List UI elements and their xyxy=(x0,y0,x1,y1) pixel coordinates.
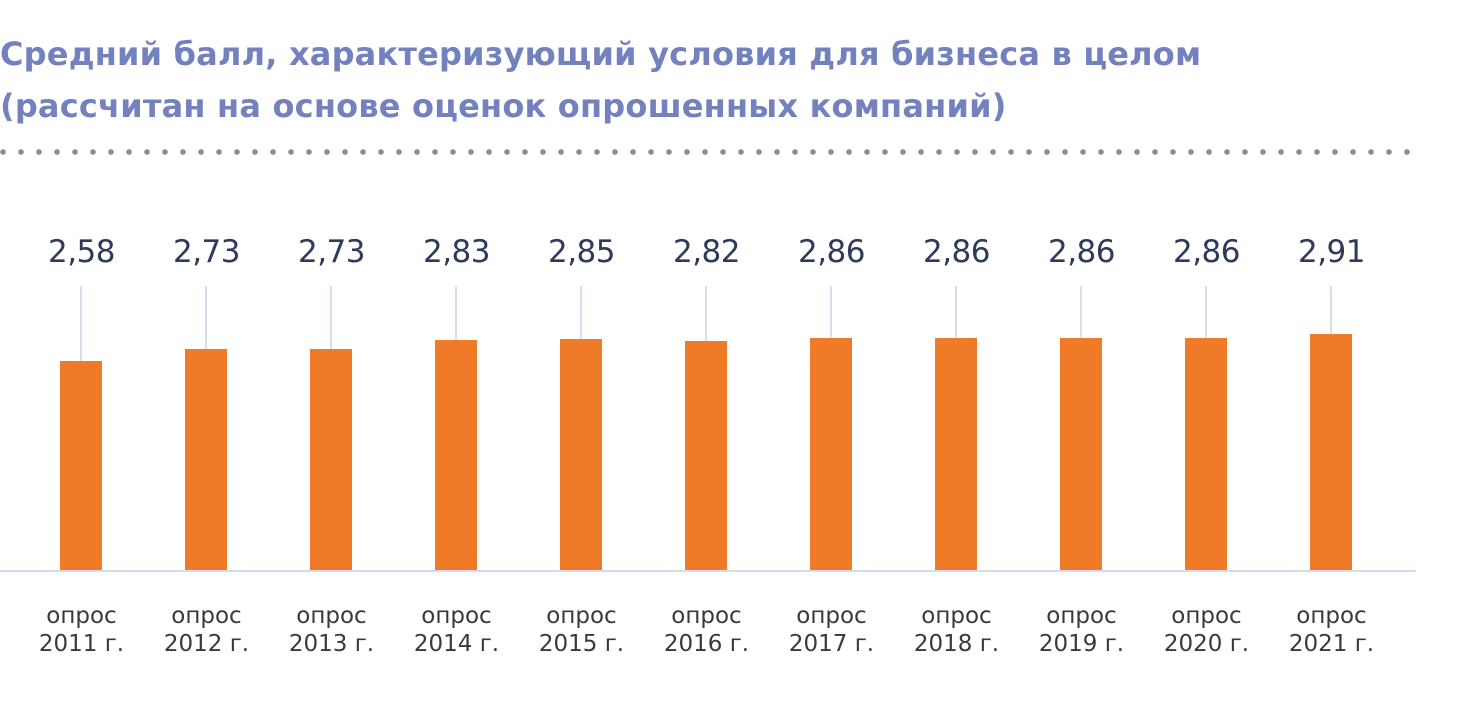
bar xyxy=(1185,338,1227,570)
x-axis-label-line1: опрос xyxy=(1046,603,1117,629)
leader-line xyxy=(455,286,457,340)
x-axis-label-line1: опрос xyxy=(921,603,992,629)
value-label: 2,83 xyxy=(422,234,491,270)
x-axis-label-line1: опрос xyxy=(421,603,492,629)
bar xyxy=(185,349,227,570)
x-axis-label-line2: 2013 г. xyxy=(288,631,375,657)
bar-group: 2,86 опрос 2017 г. xyxy=(769,0,894,722)
value-label: 2,73 xyxy=(297,234,366,270)
bar xyxy=(810,338,852,570)
value-label: 2,86 xyxy=(1172,234,1241,270)
x-axis-label: опрос 2011 г. xyxy=(19,602,144,658)
value-label: 2,86 xyxy=(922,234,991,270)
value-label: 2,86 xyxy=(797,234,866,270)
bar xyxy=(1060,338,1102,570)
x-axis-label-line2: 2014 г. xyxy=(413,631,500,657)
x-axis-label-line2: 2019 г. xyxy=(1038,631,1125,657)
bar xyxy=(1310,334,1352,570)
x-axis-label-line2: 2012 г. xyxy=(163,631,250,657)
x-axis-label: опрос 2018 г. xyxy=(894,602,1019,658)
leader-line xyxy=(1205,286,1207,338)
bar xyxy=(560,339,602,570)
bar xyxy=(435,340,477,570)
x-axis-label-line1: опрос xyxy=(1296,603,1367,629)
bar-group: 2,58 опрос 2011 г. xyxy=(19,0,144,722)
x-axis-label: опрос 2016 г. xyxy=(644,602,769,658)
bar-group: 2,83 опрос 2014 г. xyxy=(394,0,519,722)
leader-line xyxy=(1080,286,1082,338)
x-axis-label-line2: 2016 г. xyxy=(663,631,750,657)
dotted-divider xyxy=(0,149,1420,155)
leader-line xyxy=(580,286,582,339)
bar-group: 2,82 опрос 2016 г. xyxy=(644,0,769,722)
bar xyxy=(310,349,352,570)
x-axis-label: опрос 2020 г. xyxy=(1144,602,1269,658)
value-label: 2,82 xyxy=(672,234,741,270)
leader-line xyxy=(330,286,332,349)
bar-group: 2,86 опрос 2018 г. xyxy=(894,0,1019,722)
x-axis-label-line1: опрос xyxy=(796,603,867,629)
x-axis-label: опрос 2012 г. xyxy=(144,602,269,658)
x-axis-label: опрос 2021 г. xyxy=(1269,602,1394,658)
x-axis-label-line2: 2017 г. xyxy=(788,631,875,657)
bar xyxy=(60,361,102,570)
leader-line xyxy=(1330,286,1332,334)
chart-title-line1: Средний балл, характеризующий условия дл… xyxy=(0,35,1202,73)
value-label: 2,86 xyxy=(1047,234,1116,270)
x-axis-label-line2: 2018 г. xyxy=(913,631,1000,657)
value-label: 2,91 xyxy=(1297,234,1366,270)
leader-line xyxy=(705,286,707,341)
bar xyxy=(685,341,727,570)
x-axis-label-line1: опрос xyxy=(1171,603,1242,629)
x-axis-label-line1: опрос xyxy=(46,603,117,629)
value-label: 2,85 xyxy=(547,234,616,270)
bar-group: 2,73 опрос 2012 г. xyxy=(144,0,269,722)
leader-line xyxy=(80,286,82,361)
bar-group: 2,86 опрос 2019 г. xyxy=(1019,0,1144,722)
value-label: 2,73 xyxy=(172,234,241,270)
chart-title: Средний балл, характеризующий условия дл… xyxy=(0,28,1201,132)
x-axis-label-line1: опрос xyxy=(171,603,242,629)
leader-line xyxy=(830,286,832,338)
leader-line xyxy=(955,286,957,338)
bar-group: 2,91 опрос 2021 г. xyxy=(1269,0,1394,722)
x-axis-label-line1: опрос xyxy=(671,603,742,629)
x-axis-label-line2: 2020 г. xyxy=(1163,631,1250,657)
value-label: 2,58 xyxy=(47,234,116,270)
x-axis-label-line1: опрос xyxy=(546,603,617,629)
x-axis-label: опрос 2019 г. xyxy=(1019,602,1144,658)
bar xyxy=(935,338,977,570)
x-axis-label-line2: 2015 г. xyxy=(538,631,625,657)
x-axis-label: опрос 2017 г. xyxy=(769,602,894,658)
x-axis-label-line2: 2021 г. xyxy=(1288,631,1375,657)
bar-group: 2,85 опрос 2015 г. xyxy=(519,0,644,722)
x-axis-label-line2: 2011 г. xyxy=(38,631,125,657)
x-axis-label-line1: опрос xyxy=(296,603,367,629)
leader-line xyxy=(205,286,207,349)
x-axis-label: опрос 2013 г. xyxy=(269,602,394,658)
x-axis-baseline xyxy=(0,570,1416,572)
chart-title-line2: (рассчитан на основе оценок опрошенных к… xyxy=(0,87,1007,125)
x-axis-label: опрос 2014 г. xyxy=(394,602,519,658)
x-axis-label: опрос 2015 г. xyxy=(519,602,644,658)
bar-group: 2,73 опрос 2013 г. xyxy=(269,0,394,722)
bar-group: 2,86 опрос 2020 г. xyxy=(1144,0,1269,722)
